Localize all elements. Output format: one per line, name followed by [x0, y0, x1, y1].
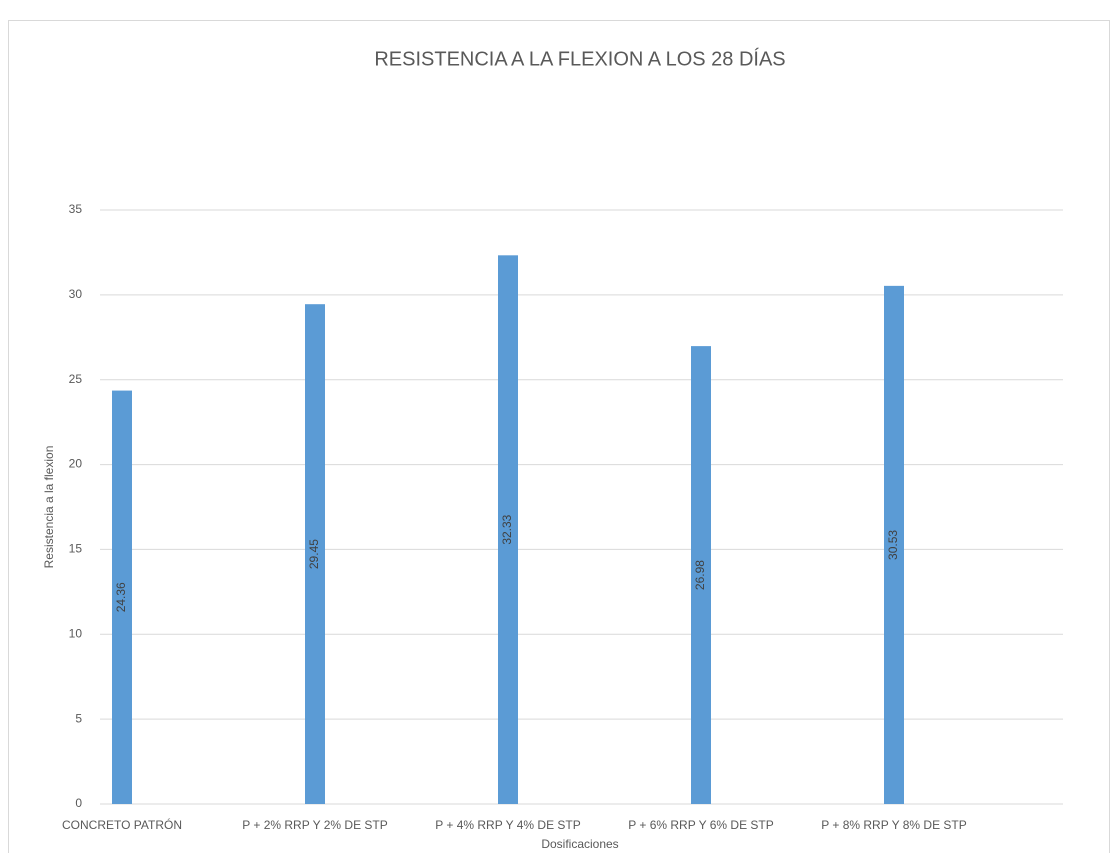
- x-tick-label: CONCRETO PATRÓN: [62, 817, 182, 832]
- chart-title: RESISTENCIA A LA FLEXION A LOS 28 DÍAS: [374, 47, 785, 70]
- data-label: 32.33: [500, 514, 514, 544]
- bar: [884, 285, 904, 804]
- data-label: 29.45: [307, 539, 321, 569]
- data-label: 26.98: [693, 560, 707, 590]
- y-tick-label: 0: [75, 796, 82, 810]
- y-tick-label: 20: [69, 457, 83, 471]
- data-label: 24.36: [114, 582, 128, 612]
- y-tick-label: 25: [69, 372, 83, 386]
- y-axis-label: Resistencia a la flexion: [42, 446, 56, 569]
- bar: [691, 346, 711, 804]
- bar: [112, 390, 132, 804]
- bar: [498, 255, 518, 804]
- bar: [305, 304, 325, 804]
- x-tick-label: P + 6% RRP Y 6% DE STP: [628, 818, 774, 832]
- x-axis-label: Dosificaciones: [541, 837, 618, 851]
- y-tick-label: 30: [69, 287, 83, 301]
- x-tick-label: P + 8% RRP Y 8% DE STP: [821, 818, 967, 832]
- y-tick-label: 5: [75, 711, 82, 725]
- y-tick-label: 15: [69, 542, 83, 556]
- data-label: 30.53: [886, 530, 900, 560]
- x-tick-label: P + 4% RRP Y 4% DE STP: [435, 818, 581, 832]
- chart-frame: [8, 20, 1110, 853]
- y-tick-label: 10: [69, 626, 83, 640]
- y-tick-label: 35: [69, 202, 83, 216]
- x-tick-label: P + 2% RRP Y 2% DE STP: [242, 818, 388, 832]
